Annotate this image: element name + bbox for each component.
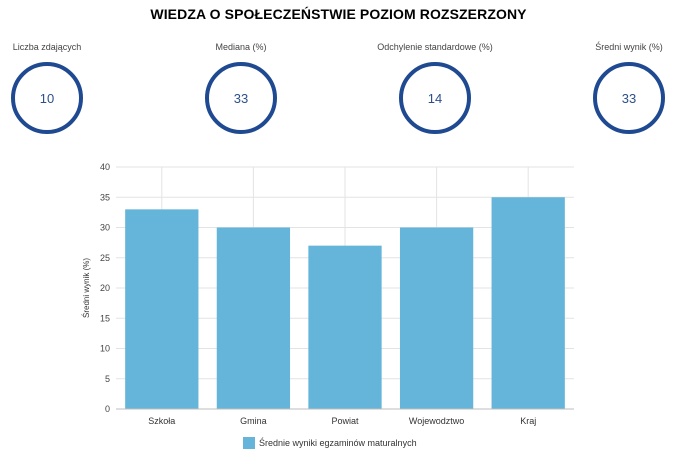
y-axis-label: Średni wynik (%) <box>82 258 91 318</box>
stat-average: Średni wynik (%) 33 <box>549 40 677 134</box>
x-tick-label: Powiat <box>331 416 359 426</box>
y-tick-label: 5 <box>105 374 110 384</box>
stat-ring: 33 <box>205 62 277 134</box>
stat-value: 10 <box>39 90 55 106</box>
stat-median: Mediana (%) 33 <box>161 40 321 134</box>
page-title: WIEDZA O SPOŁECZEŃSTWIE POZIOM ROZSZERZO… <box>150 6 527 22</box>
stat-value: 33 <box>233 90 249 106</box>
x-tick-label: Szkoła <box>148 416 175 426</box>
x-tick-label: Gmina <box>240 416 267 426</box>
legend-label: Średnie wyniki egzaminów maturalnych <box>259 437 417 448</box>
bar <box>399 227 474 409</box>
stat-ring: 10 <box>11 62 83 134</box>
stat-ring: 14 <box>399 62 471 134</box>
x-tick-label: Kraj <box>520 416 536 426</box>
y-tick-label: 25 <box>100 253 110 263</box>
stat-label: Średni wynik (%) <box>595 42 663 52</box>
bar <box>308 245 382 409</box>
y-tick-label: 10 <box>100 344 110 354</box>
bar <box>216 227 291 409</box>
stat-exam-takers: Liczba zdających 10 <box>0 40 127 134</box>
bar <box>491 197 565 409</box>
stat-label: Mediana (%) <box>215 42 267 52</box>
stat-value: 33 <box>621 90 637 106</box>
legend-swatch <box>243 437 255 449</box>
stat-label: Odchylenie standardowe (%) <box>377 42 493 52</box>
y-tick-label: 30 <box>100 223 110 233</box>
stat-value: 14 <box>427 90 443 106</box>
bar <box>125 209 199 409</box>
y-tick-label: 0 <box>105 404 110 414</box>
y-tick-label: 15 <box>100 313 110 323</box>
stat-ring: 33 <box>593 62 665 134</box>
y-tick-label: 35 <box>100 192 110 202</box>
y-tick-label: 40 <box>100 162 110 172</box>
y-tick-label: 20 <box>100 283 110 293</box>
stat-label: Liczba zdających <box>12 42 82 52</box>
x-tick-label: Wojewodztwo <box>409 416 464 426</box>
stat-std-dev: Odchylenie standardowe (%) 14 <box>355 40 515 134</box>
